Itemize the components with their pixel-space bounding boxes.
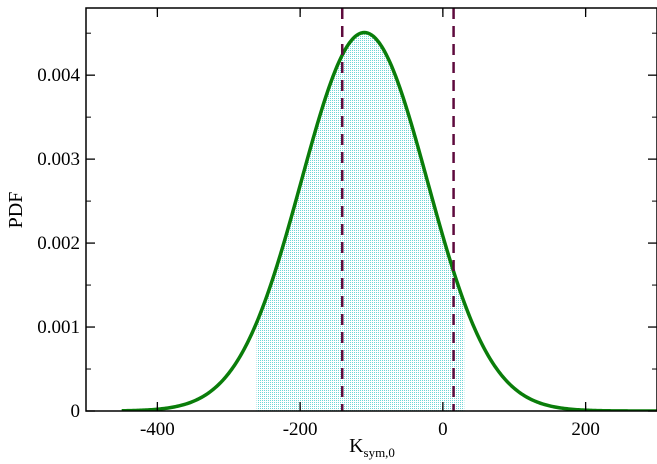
shaded-area xyxy=(256,32,465,411)
pdf-curve xyxy=(121,30,657,411)
x-tick-label: -200 xyxy=(283,419,318,440)
shaded-region xyxy=(256,32,465,411)
y-tick-label: 0 xyxy=(71,401,81,422)
pdf-curve-line xyxy=(121,30,657,411)
plot-frame xyxy=(85,7,657,412)
ticks: -400 -200 0 200 0 0.001 0.002 0.003 0.004 xyxy=(37,8,657,440)
x-axis-label-main: K xyxy=(349,435,364,457)
y-tick-label: 0.002 xyxy=(37,233,80,254)
y-tick-label: 0.001 xyxy=(37,317,80,338)
axis-labels: Ksym,0 PDF xyxy=(5,192,395,460)
axes xyxy=(85,7,657,412)
y-tick-label: 0.004 xyxy=(37,65,80,86)
x-tick-label: -400 xyxy=(140,419,175,440)
x-axis-label: Ksym,0 xyxy=(349,435,395,460)
x-tick-label: 0 xyxy=(438,419,448,440)
x-tick-label: 200 xyxy=(571,419,600,440)
x-axis-label-subscript: sym,0 xyxy=(364,445,395,460)
interval-lines xyxy=(340,8,455,411)
y-tick-label: 0.003 xyxy=(37,149,80,170)
y-axis-label: PDF xyxy=(5,192,27,229)
